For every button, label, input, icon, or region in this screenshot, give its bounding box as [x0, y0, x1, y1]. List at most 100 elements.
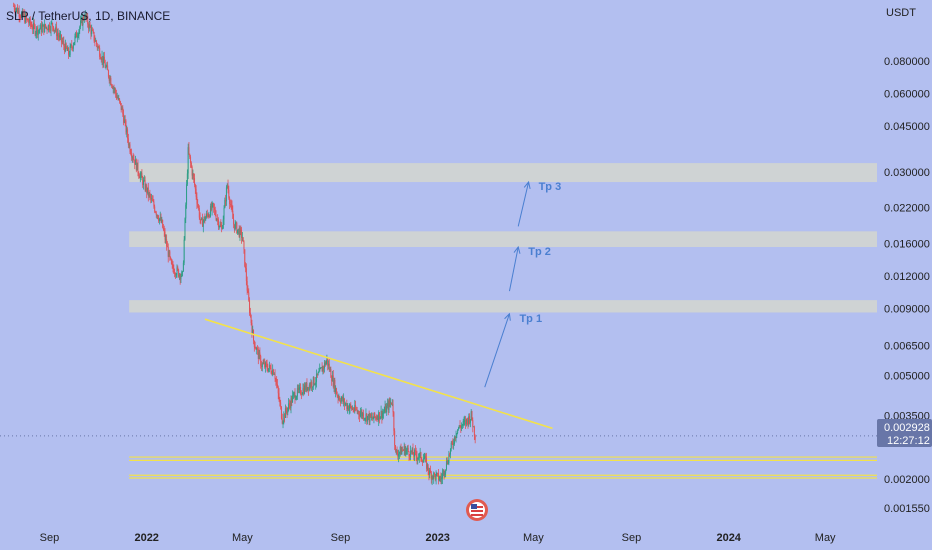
- candle-body: [272, 369, 274, 375]
- candle-body: [44, 24, 46, 32]
- candle-body: [300, 387, 302, 395]
- candle-body: [47, 29, 49, 31]
- candle-body: [125, 120, 127, 133]
- candle-body: [37, 30, 39, 35]
- candle-body: [92, 30, 94, 33]
- candle-body: [366, 413, 368, 422]
- candle-body: [182, 262, 184, 272]
- candle-body: [195, 189, 197, 197]
- candle-body: [473, 426, 475, 428]
- candle-body: [454, 436, 456, 439]
- time-tick-label: Sep: [331, 532, 351, 544]
- candle-body: [186, 184, 188, 205]
- candle-body: [251, 323, 253, 334]
- target-label: Tp 1: [519, 313, 542, 325]
- target-arrowhead: [504, 312, 511, 321]
- candle-body: [343, 398, 345, 405]
- candle-body: [170, 259, 172, 264]
- time-tick-label: May: [232, 532, 253, 544]
- candle-body: [410, 450, 412, 458]
- candle-body: [214, 209, 216, 216]
- time-axis[interactable]: Sep 2022 May Sep 2023 May Sep 2024 May: [40, 532, 836, 544]
- candle-body: [224, 199, 226, 208]
- candle-body: [284, 414, 286, 418]
- candle-body: [134, 159, 136, 165]
- candle-body: [119, 98, 121, 102]
- candle-body: [99, 56, 101, 59]
- candle-body: [56, 26, 58, 37]
- candle-body: [138, 172, 140, 177]
- candle-body: [272, 369, 274, 375]
- candle-body: [387, 403, 389, 410]
- candle-body: [371, 417, 373, 418]
- candle-body: [174, 273, 176, 276]
- candle-body: [259, 352, 261, 357]
- candle-body: [162, 219, 164, 228]
- candle-body: [325, 361, 327, 366]
- candle-body: [166, 239, 168, 247]
- candle-body: [288, 403, 290, 405]
- price-axis[interactable]: 0.080000 0.060000 0.045000 0.030000 0.022000…: [884, 56, 930, 515]
- candle-body: [257, 349, 259, 359]
- candle-body: [408, 451, 410, 457]
- candle-body: [349, 404, 351, 408]
- candle-body: [186, 173, 188, 185]
- candle-body: [237, 228, 239, 230]
- candle-body: [29, 18, 31, 25]
- candle-body: [123, 119, 125, 123]
- resistance-zone: [129, 163, 877, 183]
- candle-body: [345, 403, 347, 405]
- candle-body: [386, 406, 388, 413]
- candle-body: [352, 408, 354, 411]
- candle-body: [316, 373, 318, 376]
- candle-body: [114, 89, 116, 90]
- candle-body: [428, 471, 430, 475]
- candle-body: [419, 452, 421, 454]
- candle-body: [180, 276, 182, 280]
- candle-body: [300, 394, 302, 395]
- candle-body: [469, 419, 471, 423]
- candle-body: [79, 26, 81, 31]
- candle-body: [75, 32, 77, 37]
- candle-body: [167, 246, 169, 257]
- candle-body: [170, 256, 172, 260]
- currency-label: USDT: [886, 7, 916, 19]
- us-flag-icon[interactable]: [466, 499, 488, 521]
- candle-body: [359, 414, 361, 417]
- target-arrow: [517, 181, 530, 227]
- candle-body: [154, 206, 156, 212]
- candle-body: [39, 29, 41, 31]
- candle-body: [388, 401, 390, 410]
- candle-body: [112, 87, 114, 89]
- candle-body: [249, 312, 251, 315]
- candle-body: [453, 444, 455, 445]
- time-tick-label: 2024: [716, 532, 741, 544]
- candle-body: [115, 93, 117, 98]
- candle-body: [285, 408, 287, 412]
- candle-body: [192, 173, 194, 176]
- candle-body: [202, 218, 204, 227]
- candle-body: [457, 429, 459, 434]
- candle-body: [208, 215, 210, 217]
- candle-body: [324, 362, 326, 366]
- candle-body: [430, 472, 432, 480]
- candle-body: [88, 24, 90, 29]
- candle-body: [245, 268, 247, 282]
- candle-body: [407, 448, 409, 452]
- candle-body: [69, 46, 71, 55]
- candle-body: [189, 153, 191, 158]
- candle-body: [82, 16, 84, 26]
- candle-body: [273, 374, 275, 375]
- candle-body: [194, 178, 196, 185]
- candle-body: [248, 292, 250, 301]
- candle-body: [405, 450, 407, 455]
- candle-body: [359, 413, 361, 417]
- candle-body: [237, 229, 239, 233]
- candle-body: [436, 473, 438, 474]
- candle-body: [327, 363, 329, 366]
- candle-body: [156, 214, 158, 216]
- candle-body: [95, 40, 97, 45]
- candle-body: [365, 413, 367, 419]
